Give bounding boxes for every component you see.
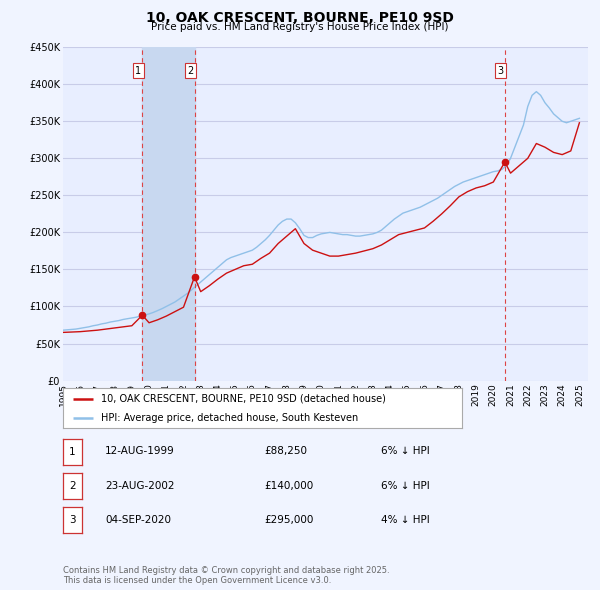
Text: 6% ↓ HPI: 6% ↓ HPI	[381, 481, 430, 490]
Text: 3: 3	[69, 516, 76, 525]
Text: £88,250: £88,250	[264, 447, 307, 456]
Text: 3: 3	[497, 66, 503, 76]
Text: 04-SEP-2020: 04-SEP-2020	[105, 515, 171, 525]
Text: 4% ↓ HPI: 4% ↓ HPI	[381, 515, 430, 525]
Text: 2: 2	[187, 66, 193, 76]
Text: 23-AUG-2002: 23-AUG-2002	[105, 481, 175, 490]
Text: 10, OAK CRESCENT, BOURNE, PE10 9SD: 10, OAK CRESCENT, BOURNE, PE10 9SD	[146, 11, 454, 25]
Text: 1: 1	[69, 447, 76, 457]
Text: £295,000: £295,000	[264, 515, 313, 525]
Text: Price paid vs. HM Land Registry's House Price Index (HPI): Price paid vs. HM Land Registry's House …	[151, 22, 449, 32]
Text: HPI: Average price, detached house, South Kesteven: HPI: Average price, detached house, Sout…	[101, 413, 358, 422]
Text: £140,000: £140,000	[264, 481, 313, 490]
Text: 10, OAK CRESCENT, BOURNE, PE10 9SD (detached house): 10, OAK CRESCENT, BOURNE, PE10 9SD (deta…	[101, 394, 386, 404]
Text: 1: 1	[135, 66, 141, 76]
Text: This data is licensed under the Open Government Licence v3.0.: This data is licensed under the Open Gov…	[63, 576, 331, 585]
Text: 2: 2	[69, 481, 76, 491]
Text: 12-AUG-1999: 12-AUG-1999	[105, 447, 175, 456]
Bar	[142, 47, 194, 381]
Text: 6% ↓ HPI: 6% ↓ HPI	[381, 447, 430, 456]
Text: Contains HM Land Registry data © Crown copyright and database right 2025.: Contains HM Land Registry data © Crown c…	[63, 566, 389, 575]
